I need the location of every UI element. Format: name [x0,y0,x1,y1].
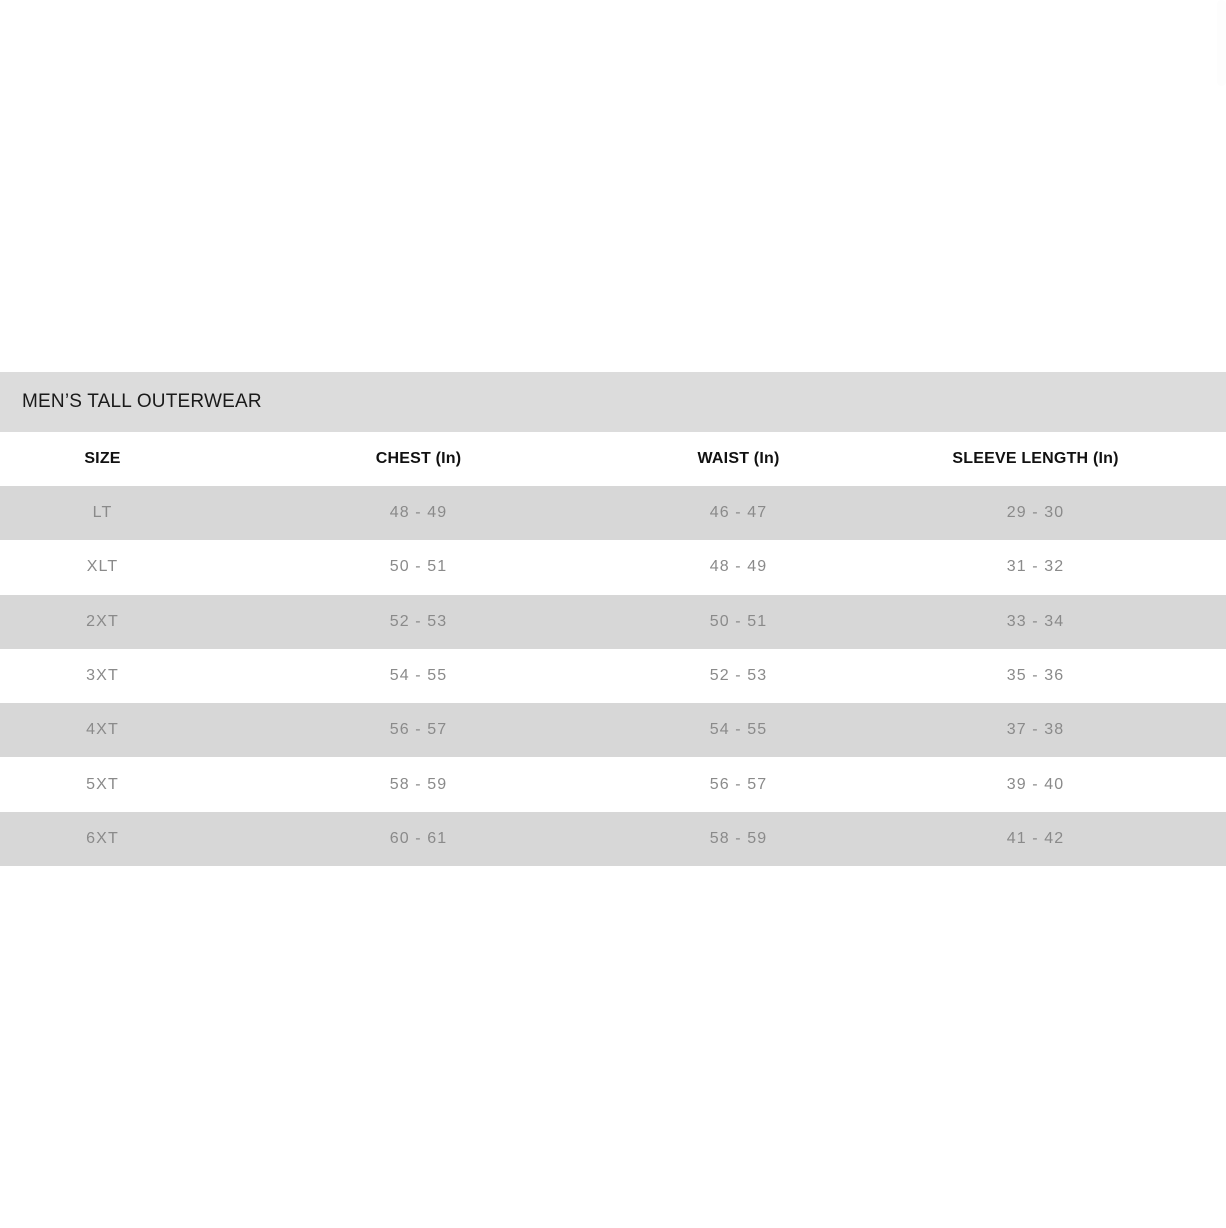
cell-sleeve-length: 33 - 34 [1006,612,1065,630]
cell-waist: 54 - 55 [709,721,768,739]
table-header-row: SIZE CHEST (In) WAIST (In) SLEEVE LENGTH… [0,432,1226,486]
cell-size: 4XT [86,721,119,739]
size-chart-title-bar: MEN’S TALL OUTERWEAR [0,372,1226,432]
cell-size: 5XT [86,775,119,793]
cell-chest: 50 - 51 [389,558,448,576]
cell-waist: 48 - 49 [709,558,768,576]
cell-chest: 58 - 59 [389,775,448,793]
cell-chest: 52 - 53 [389,612,448,630]
table-row: 3XT 54 - 55 52 - 53 35 - 36 [0,648,1226,704]
cell-size: 3XT [86,667,119,685]
cell-chest: 48 - 49 [389,504,448,522]
table-row: LT 48 - 49 46 - 47 29 - 30 [0,486,1226,541]
column-header-sleeve-length: SLEEVE LENGTH (In) [952,450,1119,467]
cell-size: LT [92,504,113,522]
cell-sleeve-length: 31 - 32 [1006,558,1065,576]
size-chart-title: MEN’S TALL OUTERWEAR [22,391,262,412]
column-header-size: SIZE [84,450,121,467]
cell-sleeve-length: 35 - 36 [1006,667,1065,685]
scrollbar-thumb[interactable] [1217,0,1226,86]
cell-sleeve-length: 29 - 30 [1006,504,1065,522]
table-row: XLT 50 - 51 48 - 49 31 - 32 [0,540,1226,595]
cell-size: 6XT [86,829,119,847]
size-chart-table: MEN’S TALL OUTERWEAR SIZE CHEST (In) WAI… [0,372,1226,867]
table-row: 5XT 58 - 59 56 - 57 39 - 40 [0,757,1226,812]
cell-chest: 60 - 61 [389,829,448,847]
cell-waist: 58 - 59 [709,829,768,847]
cell-sleeve-length: 37 - 38 [1006,721,1065,739]
cell-waist: 56 - 57 [709,775,768,793]
cell-waist: 46 - 47 [709,504,768,522]
column-header-chest: CHEST (In) [375,450,462,467]
table-row: 4XT 56 - 57 54 - 55 37 - 38 [0,703,1226,758]
cell-waist: 52 - 53 [709,667,768,685]
column-header-waist: WAIST (In) [697,450,780,467]
cell-chest: 56 - 57 [389,721,448,739]
cell-size: 2XT [86,612,119,630]
table-row: 2XT 52 - 53 50 - 51 33 - 34 [0,594,1226,649]
cell-sleeve-length: 39 - 40 [1006,775,1065,793]
cell-sleeve-length: 41 - 42 [1006,829,1065,847]
table-row: 6XT 60 - 61 58 - 59 41 - 42 [0,811,1226,867]
cell-chest: 54 - 55 [389,667,448,685]
cell-waist: 50 - 51 [709,612,768,630]
cell-size: XLT [86,558,119,576]
